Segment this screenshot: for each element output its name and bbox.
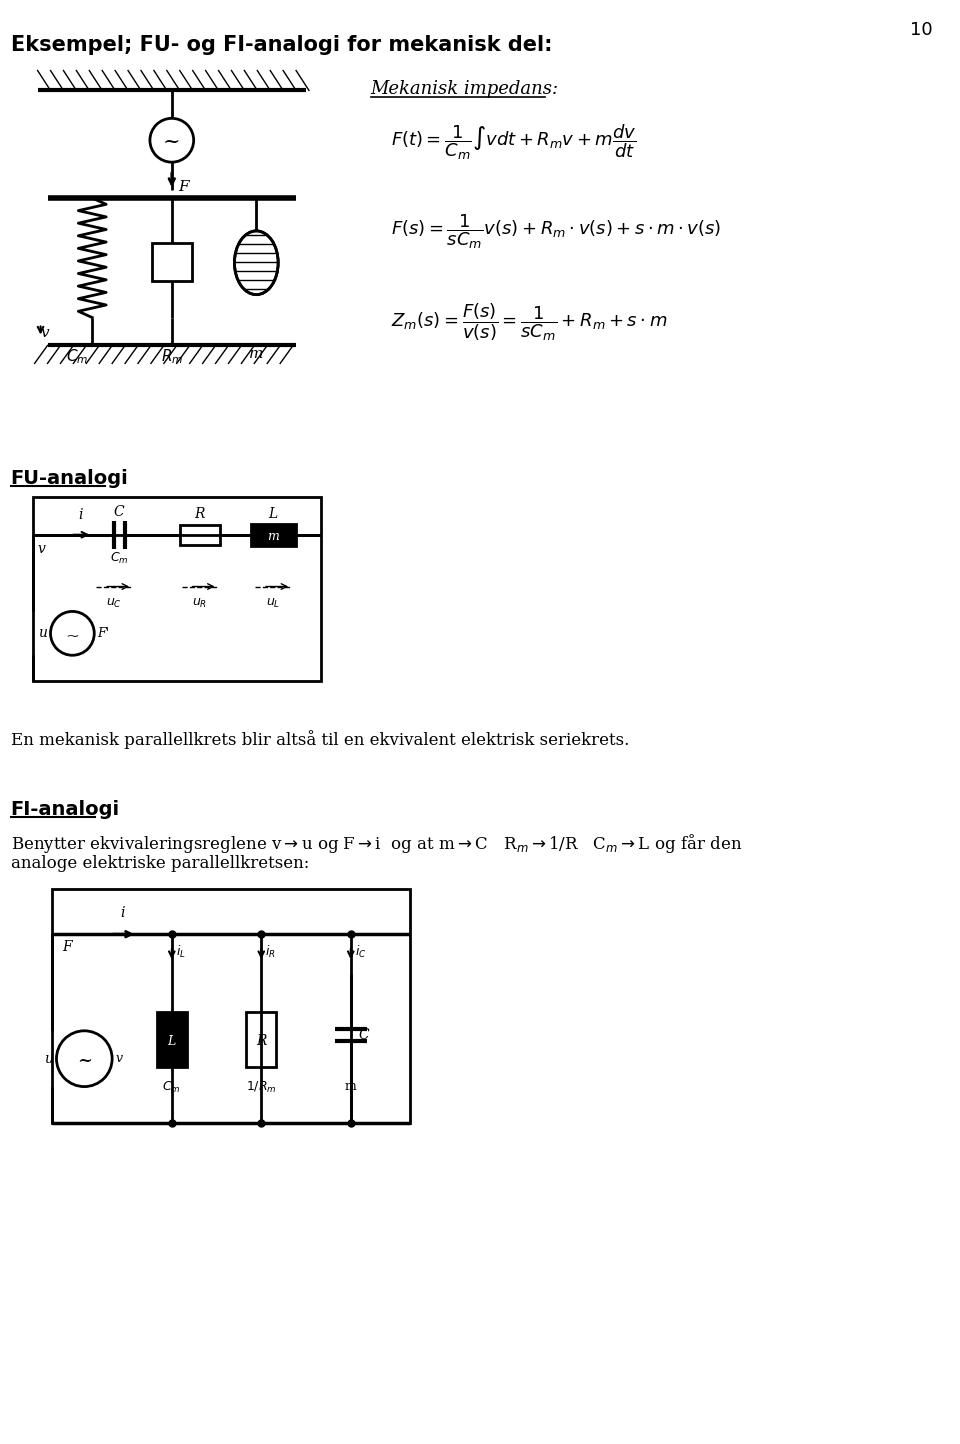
Text: analoge elektriske parallellkretsen:: analoge elektriske parallellkretsen: bbox=[11, 855, 309, 872]
Text: R: R bbox=[256, 1034, 267, 1048]
Text: C: C bbox=[114, 505, 125, 518]
Bar bbox=[247, 1012, 276, 1067]
Text: L: L bbox=[168, 1035, 176, 1048]
Text: $u_L$: $u_L$ bbox=[266, 596, 280, 609]
Text: u: u bbox=[37, 627, 46, 640]
Text: $1/R_m$: $1/R_m$ bbox=[246, 1080, 276, 1095]
Text: L: L bbox=[269, 507, 277, 521]
Text: $F(t) = \dfrac{1}{C_m}\int vdt + R_m v + m\dfrac{dv}{dt}$: $F(t) = \dfrac{1}{C_m}\int vdt + R_m v +… bbox=[391, 123, 636, 162]
Text: $C_m$: $C_m$ bbox=[162, 1080, 181, 1095]
Text: R: R bbox=[194, 507, 204, 521]
Text: v: v bbox=[40, 326, 49, 341]
Text: $u_R$: $u_R$ bbox=[192, 596, 207, 609]
Text: F': F' bbox=[97, 627, 109, 640]
Text: i: i bbox=[78, 508, 83, 521]
Text: FU-analogi: FU-analogi bbox=[11, 469, 129, 488]
Text: Benytter ekvivaleringsreglene v$\rightarrow$u og F$\rightarrow$i  og at m$\right: Benytter ekvivaleringsreglene v$\rightar… bbox=[11, 832, 742, 855]
Text: $i_R$: $i_R$ bbox=[265, 944, 276, 960]
Text: m: m bbox=[345, 1080, 356, 1093]
Bar bbox=[53, 890, 411, 1123]
Text: FI-analogi: FI-analogi bbox=[11, 800, 120, 819]
Text: i: i bbox=[120, 907, 125, 920]
Bar bbox=[156, 1012, 186, 1067]
Text: En mekanisk parallellkrets blir altså til en ekvivalent elektrisk seriekrets.: En mekanisk parallellkrets blir altså ti… bbox=[11, 731, 629, 749]
Text: 10: 10 bbox=[910, 20, 932, 39]
Text: m: m bbox=[249, 348, 264, 361]
Text: $C_m$: $C_m$ bbox=[109, 550, 129, 566]
Text: m: m bbox=[267, 530, 279, 543]
Text: $i_C$: $i_C$ bbox=[355, 944, 367, 960]
Bar bbox=[33, 497, 321, 682]
Text: C: C bbox=[359, 1028, 370, 1041]
Text: F: F bbox=[62, 940, 72, 954]
Bar bbox=[252, 524, 296, 546]
Text: $i_L$: $i_L$ bbox=[176, 944, 185, 960]
Bar bbox=[152, 243, 192, 280]
Text: $F(s) = \dfrac{1}{sC_m}v(s) + R_m \cdot v(s) + s \cdot m \cdot v(s)$: $F(s) = \dfrac{1}{sC_m}v(s) + R_m \cdot … bbox=[391, 212, 721, 251]
Text: ~: ~ bbox=[65, 627, 80, 644]
Text: ~: ~ bbox=[77, 1051, 92, 1070]
Text: $u_C$: $u_C$ bbox=[107, 596, 122, 609]
Text: $Z_m(s) = \dfrac{F(s)}{v(s)} = \dfrac{1}{sC_m} + R_m + s \cdot m$: $Z_m(s) = \dfrac{F(s)}{v(s)} = \dfrac{1}… bbox=[391, 302, 667, 344]
Text: F: F bbox=[178, 180, 188, 193]
Text: $C_m$: $C_m$ bbox=[66, 348, 88, 367]
Bar bbox=[180, 524, 220, 544]
Text: $R_m$: $R_m$ bbox=[160, 348, 183, 367]
Text: ~: ~ bbox=[163, 133, 180, 152]
Text: v: v bbox=[37, 542, 45, 556]
Text: u: u bbox=[43, 1051, 53, 1066]
Text: Eksempel; FU- og FI-analogi for mekanisk del:: Eksempel; FU- og FI-analogi for mekanisk… bbox=[11, 35, 552, 55]
Text: Mekanisk impedans:: Mekanisk impedans: bbox=[371, 81, 559, 98]
Text: v: v bbox=[115, 1053, 122, 1066]
